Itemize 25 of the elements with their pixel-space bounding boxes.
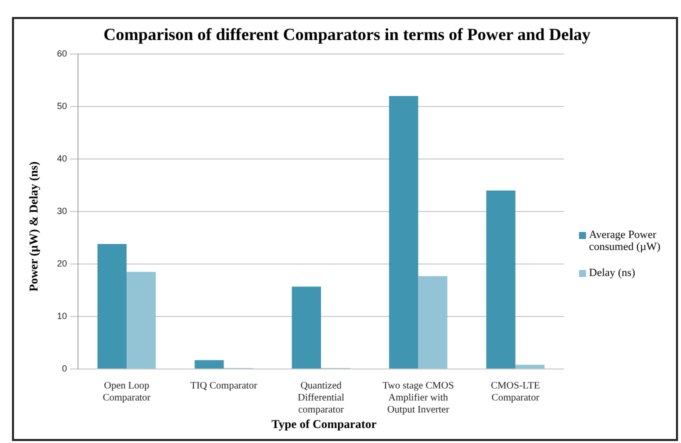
legend-label: Average Power consumed (µW) — [589, 229, 662, 253]
x-tick-label: Two stage CMOS Amplifier with Output Inverter — [382, 380, 454, 416]
bar — [389, 96, 418, 368]
legend-label: Delay (ns) — [589, 267, 636, 279]
y-tick-label: 60 — [56, 48, 68, 58]
x-axis-title: Type of Comparator — [270, 417, 378, 432]
chart-title: Comparison of different Comparators in terms of Power and Delay — [102, 25, 592, 45]
bar — [486, 190, 516, 368]
bar — [126, 272, 156, 368]
bar — [418, 276, 448, 368]
x-tick-label: CMOS-LTE Comparator — [490, 380, 540, 404]
y-tick-label: 30 — [56, 206, 68, 216]
y-tick-label: 10 — [56, 310, 68, 321]
bar — [97, 244, 127, 368]
y-tick-label: 0 — [62, 363, 68, 374]
x-tick-label: TIQ Comparator — [190, 380, 258, 392]
x-tick-label: Quantized Differential comparator — [298, 380, 344, 416]
bar — [292, 286, 322, 368]
y-tick-label: 40 — [56, 153, 68, 164]
y-tick-label: 20 — [56, 258, 68, 268]
y-tick-label: 50 — [56, 100, 68, 111]
bar — [515, 364, 545, 368]
x-tick-label: Open Loop Comparator — [102, 380, 152, 404]
bar — [194, 360, 224, 368]
y-axis-title: Power (µW) & Delay (ns) — [26, 160, 42, 294]
